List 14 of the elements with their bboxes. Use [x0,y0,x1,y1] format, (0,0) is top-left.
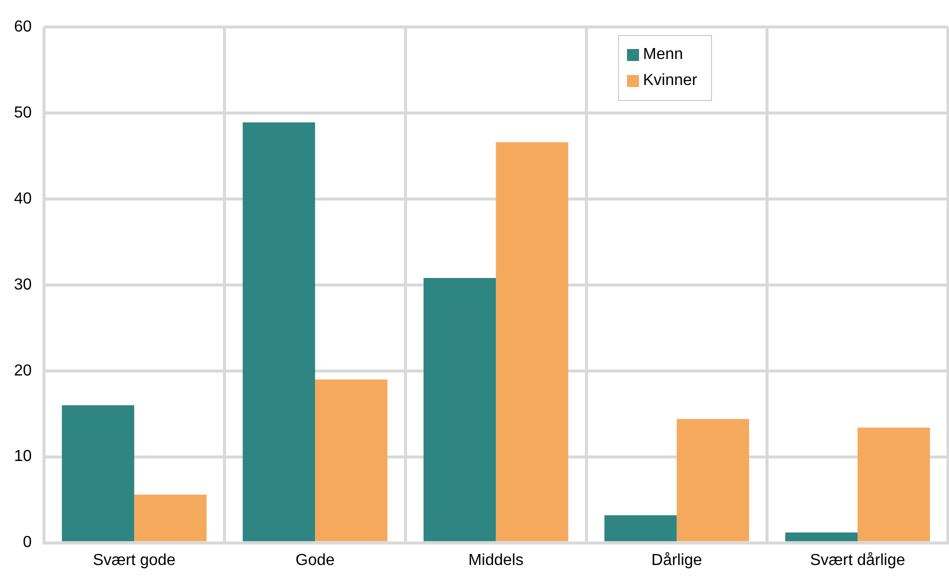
y-tick-label: 40 [14,190,32,208]
y-tick-label: 0 [22,534,32,552]
y-tick-label: 30 [14,276,32,294]
x-tick-label: Middels [468,552,524,569]
x-tick-label: Svært dårlige [810,552,906,569]
x-tick-label: Dårlige [651,552,702,569]
y-tick-label: 50 [14,104,32,122]
x-tick-label: Gode [295,552,335,569]
y-tick-label: 20 [14,362,32,380]
legend-label: Menn [643,46,684,64]
y-tick-label: 60 [14,18,32,36]
y-tick-label: 10 [14,448,32,466]
x-tick-label: Svært gode [92,552,176,569]
legend-label: Kvinner [643,72,698,90]
